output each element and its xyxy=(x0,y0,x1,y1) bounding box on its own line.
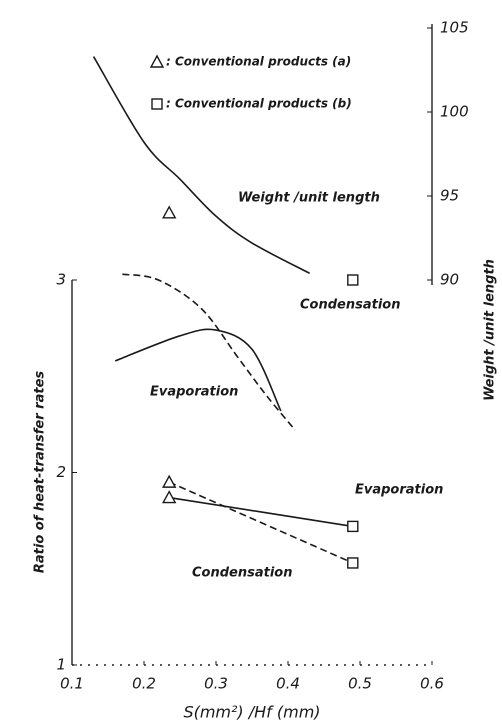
marker-triangle xyxy=(163,492,175,503)
curve-label: Condensation xyxy=(300,298,400,313)
y-tick-label: 3 xyxy=(56,271,66,289)
x-axis-label: S(mm²) /Hf (mm) xyxy=(183,703,320,722)
chart: Ratio of heat-transfer rates Weight /uni… xyxy=(0,0,502,727)
curve xyxy=(94,57,310,274)
x-tick-label: 0.4 xyxy=(276,675,300,693)
x-tick-label: 0.3 xyxy=(204,675,228,693)
y2-tick-label: 95 xyxy=(440,187,459,205)
marker-triangle xyxy=(163,207,175,218)
marker-square xyxy=(348,558,358,568)
y2-tick-label: 105 xyxy=(440,19,469,37)
y-tick-label: 2 xyxy=(56,463,66,481)
curve-label: Evaporation xyxy=(150,385,238,400)
y2-tick-label: 90 xyxy=(440,271,459,289)
curve xyxy=(122,274,295,430)
x-tick-label: 0.5 xyxy=(348,675,372,693)
y-axis-label: Ratio of heat-transfer rates xyxy=(33,371,48,573)
legend-label: : Conventional products (b) xyxy=(166,97,352,111)
x-tick-label: 0.2 xyxy=(132,675,156,693)
x-tick-label: 0.6 xyxy=(420,675,444,693)
y2-tick-label: 100 xyxy=(440,103,469,121)
curve-label: Evaporation xyxy=(355,483,443,498)
legend-label: : Conventional products (a) xyxy=(166,55,351,69)
marker-square xyxy=(348,275,358,285)
marker-square xyxy=(152,99,162,109)
marker-square xyxy=(348,521,358,531)
curve-label: Weight /unit length xyxy=(238,191,380,206)
curve-label: Condensation xyxy=(192,566,292,581)
marker-triangle xyxy=(151,56,163,67)
y2-axis-label: Weight /unit length xyxy=(483,259,498,401)
x-tick-label: 0.1 xyxy=(60,675,84,693)
marker-triangle xyxy=(163,476,175,487)
y-tick-label: 1 xyxy=(56,656,66,674)
